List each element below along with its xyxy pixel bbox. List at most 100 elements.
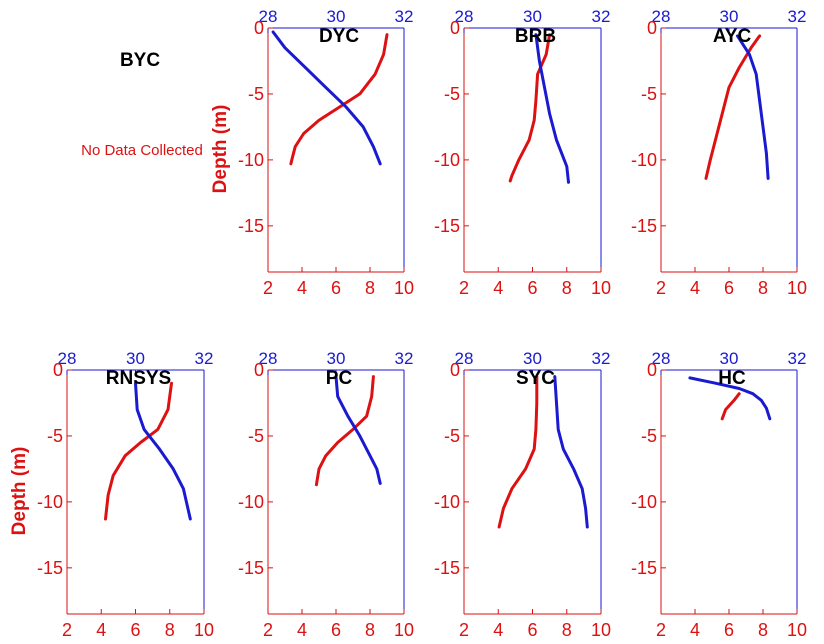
blue-series-line <box>534 33 570 184</box>
left-tick-label: -15 <box>631 216 657 236</box>
top-tick-label: 28 <box>652 349 671 368</box>
chart-panel-ayc: 2 4 6 8 10 28 30 32 0 -5 -10 -15 AYC <box>631 7 807 298</box>
bottom-tick-label: 10 <box>787 620 807 640</box>
left-tick-label: -5 <box>444 84 460 104</box>
panel-title: BRB <box>515 26 556 47</box>
bottom-tick-label: 2 <box>656 620 666 640</box>
bottom-tick-label: 10 <box>591 278 611 298</box>
left-tick-label: 0 <box>647 360 657 380</box>
top-tick-label: 32 <box>195 349 214 368</box>
bottom-tick-label: 8 <box>758 620 768 640</box>
left-tick-label: -10 <box>434 150 460 170</box>
panel-title: HC <box>718 368 746 389</box>
bottom-tick-label: 4 <box>297 278 307 298</box>
red-series-line <box>289 33 389 166</box>
top-tick-label: 32 <box>592 7 611 26</box>
bottom-tick-label: 4 <box>690 278 700 298</box>
panel-title: DYC <box>319 26 359 47</box>
top-tick-label: 30 <box>720 7 739 26</box>
bottom-tick-label: 4 <box>96 620 106 640</box>
chart-panel-brb: 2 4 6 8 10 28 30 32 0 -5 -10 -15 BRB <box>434 7 611 298</box>
red-series-line <box>508 33 552 183</box>
top-tick-label: 30 <box>523 349 542 368</box>
bottom-tick-label: 6 <box>724 620 734 640</box>
y-axis-label: Depth (m) <box>210 105 231 194</box>
panel-title: AYC <box>713 26 752 47</box>
bottom-tick-label: 6 <box>527 278 537 298</box>
top-tick-label: 30 <box>523 7 542 26</box>
red-series-line <box>704 34 762 180</box>
bottom-tick-label: 6 <box>724 278 734 298</box>
bottom-tick-label: 2 <box>656 278 666 298</box>
chart-panel-dyc: 2 4 6 8 10 28 30 32 0 -5 -10 -15 DYC Depth (m) <box>210 7 414 298</box>
bottom-tick-label: 4 <box>690 620 700 640</box>
top-tick-label: 32 <box>395 349 414 368</box>
y-axis-label: Depth (m) <box>9 447 30 536</box>
red-series-line <box>104 381 173 521</box>
blue-series-line <box>553 375 589 529</box>
blue-series-line <box>688 376 772 421</box>
left-tick-label: -10 <box>434 492 460 512</box>
bottom-tick-label: 6 <box>331 278 341 298</box>
left-tick-label: 0 <box>450 18 460 38</box>
bottom-tick-label: 8 <box>562 278 572 298</box>
left-tick-label: -5 <box>248 84 264 104</box>
top-tick-label: 32 <box>395 7 414 26</box>
left-tick-label: 0 <box>647 18 657 38</box>
red-series-line <box>720 392 741 421</box>
left-tick-label: -15 <box>631 558 657 578</box>
left-tick-label: -5 <box>47 426 63 446</box>
bottom-tick-label: 4 <box>493 620 503 640</box>
top-tick-label: 32 <box>788 7 807 26</box>
chart-panel-rnsys: 2 4 6 8 10 28 30 32 0 -5 -10 -15 RNSYS Depth (m) <box>9 349 214 640</box>
bottom-tick-label: 4 <box>297 620 307 640</box>
top-tick-label: 28 <box>259 349 278 368</box>
chart-panel-pc: 2 4 6 8 10 28 30 32 0 -5 -10 -15 PC <box>238 349 414 640</box>
bottom-tick-label: 8 <box>365 620 375 640</box>
left-tick-label: 0 <box>254 18 264 38</box>
bottom-tick-label: 2 <box>263 620 273 640</box>
top-tick-label: 28 <box>58 349 77 368</box>
bottom-tick-label: 10 <box>394 620 414 640</box>
left-tick-label: 0 <box>254 360 264 380</box>
bottom-tick-label: 10 <box>194 620 214 640</box>
left-tick-label: 0 <box>53 360 63 380</box>
bottom-tick-label: 8 <box>165 620 175 640</box>
top-tick-label: 30 <box>126 349 145 368</box>
left-tick-label: -10 <box>238 150 264 170</box>
bottom-tick-label: 6 <box>130 620 140 640</box>
blue-series-line <box>736 34 770 180</box>
panel-title: PC <box>326 368 353 389</box>
left-tick-label: -15 <box>434 558 460 578</box>
red-series-line <box>497 375 539 529</box>
bottom-tick-label: 8 <box>562 620 572 640</box>
top-tick-label: 28 <box>652 7 671 26</box>
left-tick-label: -15 <box>238 216 264 236</box>
top-tick-label: 28 <box>455 7 474 26</box>
left-tick-label: -15 <box>434 216 460 236</box>
top-tick-label: 30 <box>327 7 346 26</box>
left-tick-label: -5 <box>248 426 264 446</box>
standalone-title: BYC <box>120 50 160 71</box>
blue-series-line <box>271 30 382 166</box>
bottom-tick-label: 6 <box>331 620 341 640</box>
left-tick-label: -10 <box>631 492 657 512</box>
bottom-tick-label: 10 <box>591 620 611 640</box>
bottom-tick-label: 8 <box>365 278 375 298</box>
red-series-line <box>314 375 375 487</box>
bottom-tick-label: 10 <box>787 278 807 298</box>
top-tick-label: 30 <box>720 349 739 368</box>
left-tick-label: 0 <box>450 360 460 380</box>
bottom-tick-label: 2 <box>459 278 469 298</box>
bottom-tick-label: 10 <box>394 278 414 298</box>
left-tick-label: -10 <box>37 492 63 512</box>
blue-series-line <box>334 375 382 485</box>
blue-series-line <box>134 381 192 521</box>
left-tick-label: -5 <box>641 426 657 446</box>
top-tick-label: 28 <box>455 349 474 368</box>
top-tick-label: 32 <box>788 349 807 368</box>
top-tick-label: 32 <box>592 349 611 368</box>
left-tick-label: -10 <box>631 150 657 170</box>
left-tick-label: -15 <box>238 558 264 578</box>
bottom-tick-label: 8 <box>758 278 768 298</box>
